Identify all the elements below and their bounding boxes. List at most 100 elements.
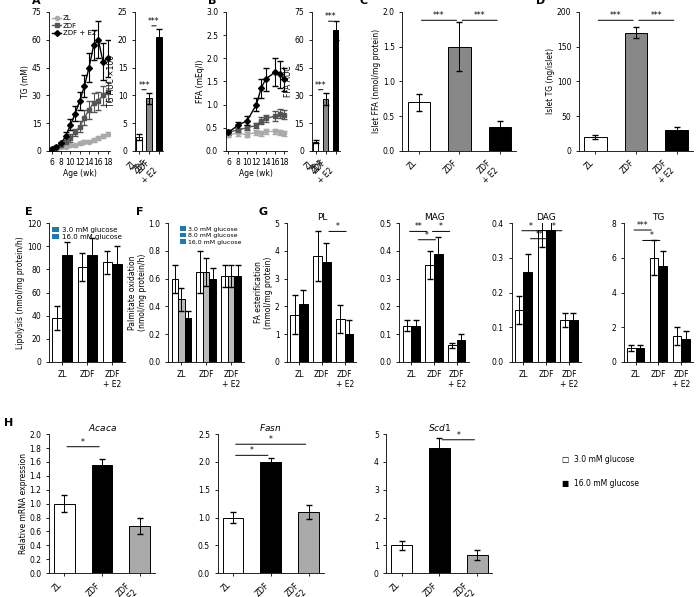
Bar [52, 318, 62, 362]
Text: **: ** [536, 230, 543, 239]
Bar [78, 267, 87, 362]
Bar [627, 348, 636, 362]
Bar [54, 504, 75, 573]
Bar [467, 555, 488, 573]
Bar [62, 256, 71, 362]
Text: B: B [209, 0, 217, 5]
Bar [290, 315, 299, 362]
Bar [659, 266, 667, 362]
Bar [426, 264, 434, 362]
Title: MAG: MAG [424, 213, 444, 222]
Text: □  3.0 mM glucose: □ 3.0 mM glucose [562, 455, 634, 464]
Bar [514, 310, 524, 362]
Text: H: H [4, 418, 14, 428]
Bar [333, 30, 338, 151]
Bar [87, 256, 97, 362]
Text: ***: *** [637, 221, 648, 230]
Bar [178, 300, 185, 362]
Y-axis label: TG (mM): TG (mM) [21, 65, 30, 98]
Bar [103, 263, 112, 362]
Bar [221, 276, 228, 362]
Bar [411, 326, 420, 362]
Bar [538, 230, 546, 362]
Y-axis label: FFA (mEq/l): FFA (mEq/l) [195, 60, 204, 103]
Bar [299, 304, 308, 362]
Y-axis label: FFA AUC: FFA AUC [284, 66, 293, 97]
Text: F: F [136, 207, 144, 217]
Title: $\it{Acaca}$: $\it{Acaca}$ [88, 423, 116, 433]
Bar [560, 321, 569, 362]
Bar [323, 99, 328, 151]
Bar [666, 130, 688, 151]
Text: *: * [250, 447, 254, 456]
Text: *: * [439, 223, 443, 232]
Bar [636, 348, 644, 362]
Bar [391, 545, 412, 573]
Bar [112, 264, 122, 362]
Bar [185, 318, 191, 362]
Title: $\it{Scd1}$: $\it{Scd1}$ [428, 423, 451, 433]
Text: ***: *** [433, 11, 444, 20]
Text: ***: *** [650, 11, 662, 20]
Bar [569, 321, 577, 362]
Bar [298, 512, 319, 573]
Y-axis label: Lipolysis (nmol/mg protein/h): Lipolysis (nmol/mg protein/h) [17, 236, 25, 349]
Bar [313, 141, 319, 151]
Bar [407, 102, 430, 151]
Bar [448, 345, 457, 362]
Text: *: * [269, 435, 273, 444]
Bar [489, 127, 511, 151]
Bar [524, 272, 532, 362]
Bar [625, 33, 648, 151]
Bar [313, 257, 322, 362]
Bar [402, 326, 411, 362]
Bar [234, 276, 241, 362]
Text: *: * [456, 431, 461, 440]
Text: *: * [528, 221, 533, 230]
Bar [260, 462, 281, 573]
Text: ***: *** [138, 81, 150, 90]
Text: D: D [536, 0, 545, 5]
Text: *: * [552, 221, 555, 230]
Legend: 3.0 mM glucose, 16.0 mM glucose: 3.0 mM glucose, 16.0 mM glucose [52, 226, 121, 240]
Bar [92, 466, 113, 573]
X-axis label: Age (wk): Age (wk) [239, 169, 273, 178]
Bar [434, 254, 442, 362]
Bar [322, 262, 330, 362]
Text: ***: *** [315, 81, 326, 90]
Bar [429, 448, 450, 573]
Bar [584, 137, 606, 151]
Text: ***: *** [148, 17, 160, 26]
Bar [203, 272, 209, 362]
Bar [228, 276, 235, 362]
Bar [130, 526, 150, 573]
Text: *: * [335, 223, 340, 232]
Bar [448, 47, 470, 151]
Y-axis label: Islet FFA (nmol/mg protein): Islet FFA (nmol/mg protein) [372, 29, 382, 134]
Text: *: * [650, 232, 653, 241]
Text: **: ** [414, 223, 422, 232]
Text: ***: *** [325, 12, 337, 21]
Text: C: C [359, 0, 368, 5]
Text: ***: *** [610, 11, 622, 20]
Text: A: A [32, 0, 41, 5]
Y-axis label: Islet TG (ng/islet): Islet TG (ng/islet) [547, 48, 556, 115]
Title: PL: PL [316, 213, 327, 222]
Text: ■  16.0 mM glucose: ■ 16.0 mM glucose [562, 479, 639, 488]
Bar [146, 98, 152, 151]
Y-axis label: Palmitate oxidation
(nmol/mg protein/h): Palmitate oxidation (nmol/mg protein/h) [127, 254, 147, 331]
Text: ***: *** [474, 11, 486, 20]
Bar [209, 279, 216, 362]
Title: TG: TG [652, 213, 664, 222]
Bar [650, 258, 659, 362]
Text: *: * [81, 438, 85, 447]
Legend: 3.0 mM glucose, 8.0 mM glucose, 16.0 mM glucose: 3.0 mM glucose, 8.0 mM glucose, 16.0 mM … [180, 226, 242, 245]
Bar [172, 279, 178, 362]
Bar [223, 518, 244, 573]
Bar [681, 340, 690, 362]
Y-axis label: TG AUC ×100: TG AUC ×100 [107, 56, 116, 107]
Bar [156, 37, 162, 151]
Title: $\it{Fasn}$: $\it{Fasn}$ [260, 423, 282, 433]
Bar [344, 334, 354, 362]
Bar [336, 319, 344, 362]
